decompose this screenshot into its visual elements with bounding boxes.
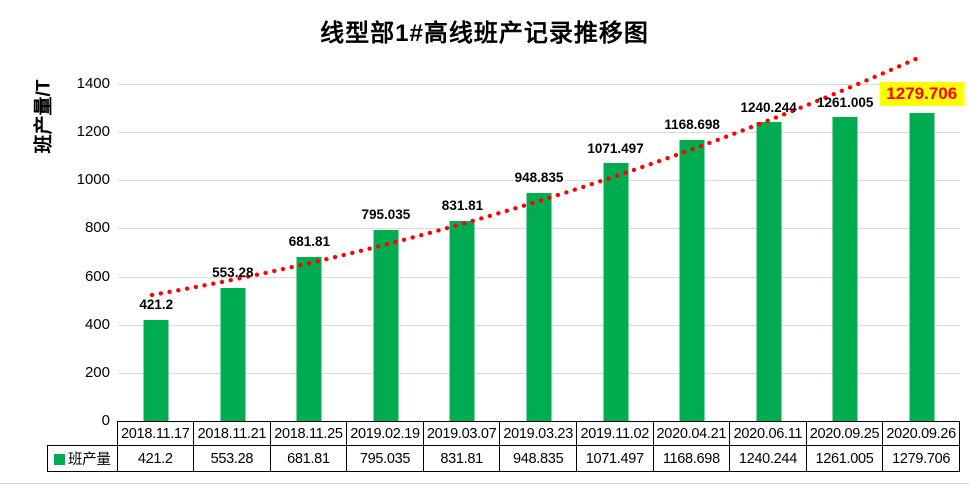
y-tick-label: 400 — [84, 315, 110, 333]
bar-column: 948.835 — [501, 84, 578, 421]
bar-series: 421.2 553.28 681.81 795.035 831.81 948.835 107… — [118, 82, 965, 421]
data-label: 681.81 — [288, 234, 331, 250]
bar-column: 831.81 — [424, 84, 501, 421]
legend-square-icon — [53, 454, 65, 465]
y-tick-label: 1000 — [76, 171, 110, 189]
date-cell: 2019.03.07 — [422, 421, 501, 446]
bar[interactable] — [220, 287, 246, 421]
y-tick-label: 200 — [84, 363, 110, 381]
sheet-gridline — [0, 483, 969, 484]
value-cell: 1261.005 — [805, 445, 884, 472]
value-cell: 1240.244 — [729, 445, 807, 472]
y-tick-label: 1400 — [76, 75, 110, 92]
value-cell: 1071.497 — [575, 445, 654, 472]
value-cell: 795.035 — [346, 445, 424, 472]
bar[interactable] — [526, 192, 552, 421]
y-axis: 0 200 400 600 800 1000 1200 1400 — [0, 75, 110, 429]
bar[interactable] — [373, 229, 399, 421]
value-cell: 831.81 — [422, 445, 501, 472]
bar-column: 1168.698 — [654, 84, 731, 421]
value-cell: 1279.706 — [882, 445, 960, 472]
bar-column: 421.2 — [118, 84, 195, 421]
bar[interactable] — [143, 319, 169, 421]
bar-column: 1071.497 — [577, 84, 654, 421]
bar[interactable] — [832, 117, 858, 421]
data-label: 795.035 — [361, 207, 411, 223]
data-label: 1240.244 — [740, 99, 797, 115]
data-label: 1071.497 — [587, 140, 644, 156]
bar[interactable] — [756, 122, 782, 421]
date-cell: 2018.11.25 — [269, 421, 348, 446]
data-label: 1261.005 — [817, 94, 874, 110]
bar[interactable] — [296, 256, 322, 421]
gridline — [118, 84, 960, 85]
plot-area: 421.2 553.28 681.81 795.035 831.81 948.835 107… — [118, 82, 965, 421]
date-cell: 2019.02.19 — [346, 421, 424, 446]
bar[interactable] — [909, 112, 935, 421]
bar-column: 1261.005 — [807, 84, 884, 421]
bar-column: 553.28 — [195, 84, 272, 421]
table-corner — [48, 422, 118, 446]
legend-cell: 班产量 — [47, 445, 118, 472]
date-cell: 2018.11.21 — [193, 421, 271, 446]
bar-column: 1240.244 — [730, 84, 807, 421]
date-cell: 2020.04.21 — [652, 421, 731, 446]
y-tick-label: 1200 — [76, 123, 110, 141]
data-label: 553.28 — [212, 265, 254, 281]
bar[interactable] — [449, 220, 475, 421]
date-cell: 2020.06.11 — [729, 421, 807, 446]
data-label: 831.81 — [441, 198, 484, 214]
data-label: 948.835 — [514, 170, 564, 186]
value-cell: 948.835 — [499, 445, 577, 472]
y-tick-label: 0 — [101, 412, 110, 429]
date-cell: 2020.09.26 — [882, 421, 960, 446]
bar-column: 1279.706 — [879, 82, 965, 421]
chart-title: 线型部1#高线班产记录推移图 — [320, 20, 649, 47]
value-cell: 1168.698 — [652, 445, 731, 472]
data-label: 421.2 — [139, 297, 174, 313]
legend-label: 班产量 — [67, 452, 111, 468]
value-cell: 681.81 — [269, 445, 348, 472]
bar-column: 795.035 — [348, 84, 425, 421]
date-cell: 2019.03.23 — [499, 421, 577, 446]
date-cell: 2019.11.02 — [575, 421, 654, 446]
y-tick-label: 600 — [84, 267, 110, 285]
y-tick-label: 800 — [84, 219, 110, 237]
bar[interactable] — [679, 139, 705, 421]
value-cell: 553.28 — [193, 445, 271, 472]
data-table: 2018.11.17 2018.11.21 2018.11.25 2019.02.19… — [47, 421, 960, 472]
date-cell: 2018.11.17 — [116, 421, 195, 446]
highlighted-data-label: 1279.706 — [879, 82, 965, 106]
date-cell: 2020.09.25 — [805, 421, 884, 446]
value-cell: 421.2 — [116, 445, 195, 472]
bar-column: 681.81 — [271, 84, 348, 421]
data-label: 1168.698 — [664, 117, 720, 133]
bar[interactable] — [603, 163, 629, 421]
